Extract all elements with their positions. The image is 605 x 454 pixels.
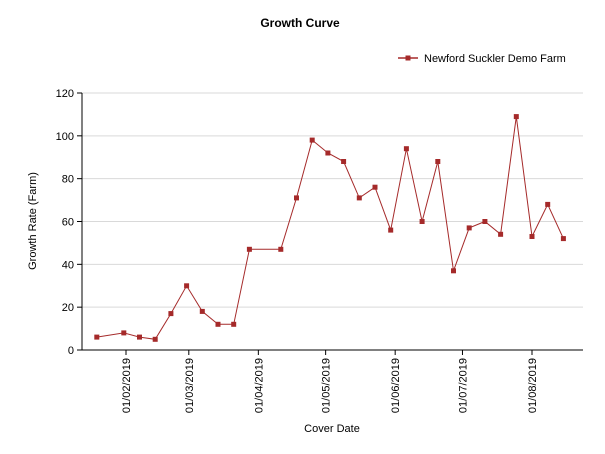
- data-point-marker: [451, 268, 456, 274]
- data-point-marker: [403, 146, 409, 152]
- data-point-marker: [184, 283, 190, 289]
- x-tick-label: 01/02/2019: [121, 358, 133, 413]
- data-point-marker: [356, 195, 362, 201]
- data-point-marker: [498, 231, 504, 237]
- x-axis-label: Cover Date: [304, 423, 360, 435]
- data-point-marker: [94, 334, 100, 340]
- data-point-marker: [435, 159, 441, 164]
- data-point-marker: [231, 321, 237, 327]
- x-tick-label: 01/03/2019: [184, 358, 196, 413]
- data-point-marker: [482, 219, 488, 224]
- data-point-marker: [137, 334, 142, 340]
- data-point-marker: [325, 150, 331, 156]
- x-tick-label: 01/04/2019: [253, 358, 265, 413]
- x-axis-ticks: 01/02/2019 01/03/2019 01/04/2019 01/05/2019…: [121, 350, 539, 413]
- legend-marker-swatch: [405, 55, 411, 61]
- y-tick-label: 0: [68, 345, 74, 357]
- x-tick-label: 01/05/2019: [321, 358, 333, 413]
- y-axis-ticks: 0 20 40 60 80 100 120: [56, 88, 82, 357]
- data-point-marker: [545, 201, 551, 207]
- series-line: [96, 116, 564, 340]
- y-tick-label: 80: [62, 174, 74, 186]
- data-point-marker: [388, 227, 394, 233]
- series-layer: [94, 114, 566, 342]
- x-tick-label: 01/06/2019: [390, 358, 402, 413]
- legend-label: Newford Suckler Demo Farm: [424, 53, 566, 65]
- data-point-marker: [121, 330, 127, 336]
- data-point-marker: [309, 137, 315, 143]
- x-tick-label: 01/07/2019: [457, 358, 469, 413]
- x-tick-label: 01/08/2019: [527, 358, 539, 413]
- y-axis-label: Growth Rate (Farm): [27, 172, 39, 270]
- data-point-marker: [372, 184, 378, 190]
- data-point-marker: [341, 159, 347, 164]
- data-point-marker: [246, 246, 252, 252]
- data-point-marker: [278, 246, 284, 252]
- data-point-marker: [199, 308, 205, 314]
- y-tick-label: 20: [62, 302, 74, 314]
- data-point-marker: [168, 311, 174, 317]
- data-point-marker: [529, 234, 535, 239]
- y-tick-label: 120: [56, 88, 74, 100]
- y-tick-label: 40: [62, 259, 74, 271]
- series-markers: [94, 114, 566, 342]
- data-point-marker: [560, 236, 566, 242]
- data-point-marker: [466, 225, 472, 231]
- data-point-marker: [419, 219, 425, 224]
- grid-lines: [82, 92, 583, 308]
- y-tick-label: 60: [62, 217, 74, 229]
- data-point-marker: [215, 321, 221, 327]
- chart-title: Growth Curve: [260, 16, 340, 30]
- legend: Newford Suckler Demo Farm: [398, 53, 566, 65]
- y-tick-label: 100: [56, 131, 74, 143]
- data-point-marker: [513, 114, 519, 120]
- data-point-marker: [294, 195, 299, 201]
- data-point-marker: [152, 336, 158, 342]
